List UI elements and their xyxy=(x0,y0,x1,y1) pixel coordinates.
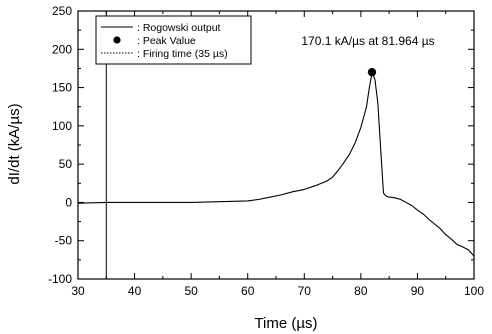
legend-entry-firing-time: : Firing time (35 µs) xyxy=(137,48,228,60)
y-tick-label: 0 xyxy=(65,195,72,209)
y-tick-label: 50 xyxy=(59,157,73,171)
tick-labels: 30 40 50 60 70 80 90 100 -100 -50 0 50 100 150 200 250 xyxy=(48,4,484,298)
legend-entry-rogowski: : Rogowski output xyxy=(137,22,221,34)
legend: : Rogowski output : Peak Value : Firing … xyxy=(95,15,252,65)
peak-marker xyxy=(367,67,377,77)
y-tick-label: 150 xyxy=(52,81,72,95)
y-tick-label: -50 xyxy=(55,234,73,248)
x-tick-label: 60 xyxy=(241,284,255,298)
y-axis-title: dI/dt (kA/µs) xyxy=(6,103,23,184)
x-tick-label: 40 xyxy=(128,284,142,298)
x-tick-label: 30 xyxy=(71,284,85,298)
y-tick-label: 200 xyxy=(52,42,72,56)
legend-box xyxy=(95,15,252,65)
y-tick-label: 250 xyxy=(52,4,72,18)
y-tick-label: 100 xyxy=(52,119,72,133)
x-tick-label: 80 xyxy=(354,284,368,298)
series-line-rogowski-output xyxy=(77,71,475,257)
x-tick-label: 90 xyxy=(411,284,425,298)
x-axis-title: Time (µs) xyxy=(254,315,317,332)
x-tick-label: 100 xyxy=(464,284,484,298)
x-tick-label: 50 xyxy=(184,284,198,298)
plot-frame xyxy=(77,10,475,280)
legend-swatch-dot xyxy=(113,36,121,44)
legend-entry-peak: : Peak Value xyxy=(137,35,196,47)
y-tick-label: -100 xyxy=(48,272,72,286)
x-tick-label: 70 xyxy=(298,284,312,298)
peak-annotation: 170.1 kA/µs at 81.964 µs xyxy=(301,34,434,48)
